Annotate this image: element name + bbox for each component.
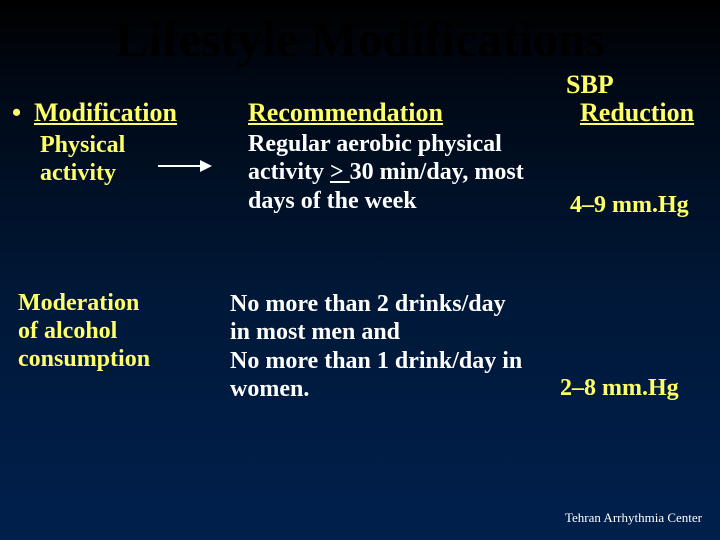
arrow-icon <box>158 160 212 172</box>
header-sbp-line2: Reduction <box>580 98 694 128</box>
footer-text: Tehran Arrhythmia Center <box>565 510 702 526</box>
bullet-dot: • <box>12 98 21 128</box>
row1-mod-line1: Physical <box>40 132 125 160</box>
row2-mod-line3: consumption <box>18 346 150 374</box>
row1-recommendation: Regular aerobic physical activity > 30 m… <box>248 130 548 215</box>
row2-recommendation: No more than 2 drinks/day in most men an… <box>230 290 530 403</box>
arrow-shaft <box>158 165 200 167</box>
row2-mod-line2: of alcohol <box>18 318 117 346</box>
row1-mod-line2: activity <box>40 160 116 188</box>
slide-title: Lifestyle Modifications <box>0 0 720 68</box>
row2-mod-line1: Moderation <box>18 290 139 318</box>
header-modification: Modification <box>34 98 177 128</box>
header-sbp-line1: SBP <box>566 70 614 100</box>
header-recommendation: Recommendation <box>248 98 443 128</box>
row2-sbp: 2–8 mm.Hg <box>560 375 679 402</box>
arrow-head <box>200 160 212 172</box>
row1-rec-underlined: > <box>330 159 350 185</box>
row1-sbp: 4–9 mm.Hg <box>570 192 689 219</box>
